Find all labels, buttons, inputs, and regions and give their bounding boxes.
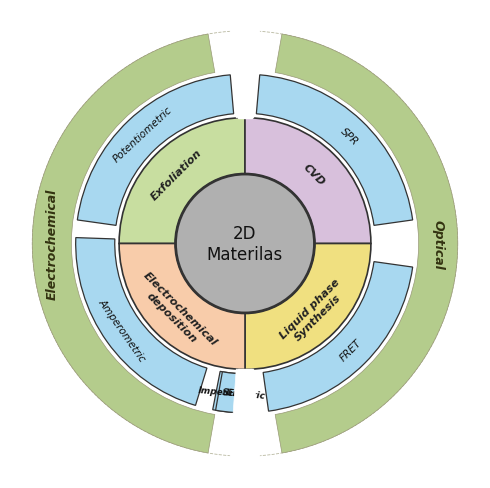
Wedge shape bbox=[77, 76, 234, 226]
Text: FRET: FRET bbox=[338, 337, 364, 363]
Bar bbox=[239, 369, 251, 461]
Circle shape bbox=[175, 175, 315, 313]
Text: Electrochemical: Electrochemical bbox=[45, 188, 58, 300]
Text: SPR: SPR bbox=[338, 126, 360, 147]
Wedge shape bbox=[230, 27, 260, 119]
Wedge shape bbox=[216, 372, 251, 413]
Wedge shape bbox=[256, 76, 413, 226]
Text: Impedimetric: Impedimetric bbox=[198, 386, 266, 400]
Wedge shape bbox=[119, 119, 245, 244]
Wedge shape bbox=[245, 119, 371, 244]
Bar bbox=[239, 27, 251, 119]
Wedge shape bbox=[119, 244, 245, 369]
Wedge shape bbox=[230, 369, 260, 461]
Text: Optical: Optical bbox=[432, 219, 445, 269]
Text: Electrochemical
deposition: Electrochemical deposition bbox=[133, 270, 219, 356]
Wedge shape bbox=[275, 35, 458, 453]
Text: Amperometric: Amperometric bbox=[97, 297, 148, 363]
Text: CVD: CVD bbox=[301, 163, 327, 188]
Wedge shape bbox=[75, 238, 207, 406]
Text: Liquid phase
Synthesis: Liquid phase Synthesis bbox=[278, 277, 350, 349]
Wedge shape bbox=[32, 35, 215, 453]
Wedge shape bbox=[245, 244, 371, 369]
Text: Exfoliation: Exfoliation bbox=[148, 148, 203, 203]
Wedge shape bbox=[263, 262, 413, 411]
Text: SERS: SERS bbox=[221, 387, 248, 399]
Wedge shape bbox=[213, 371, 251, 413]
Text: 2D
Materilas: 2D Materilas bbox=[207, 224, 283, 264]
Text: Potentiometric: Potentiometric bbox=[111, 105, 174, 164]
